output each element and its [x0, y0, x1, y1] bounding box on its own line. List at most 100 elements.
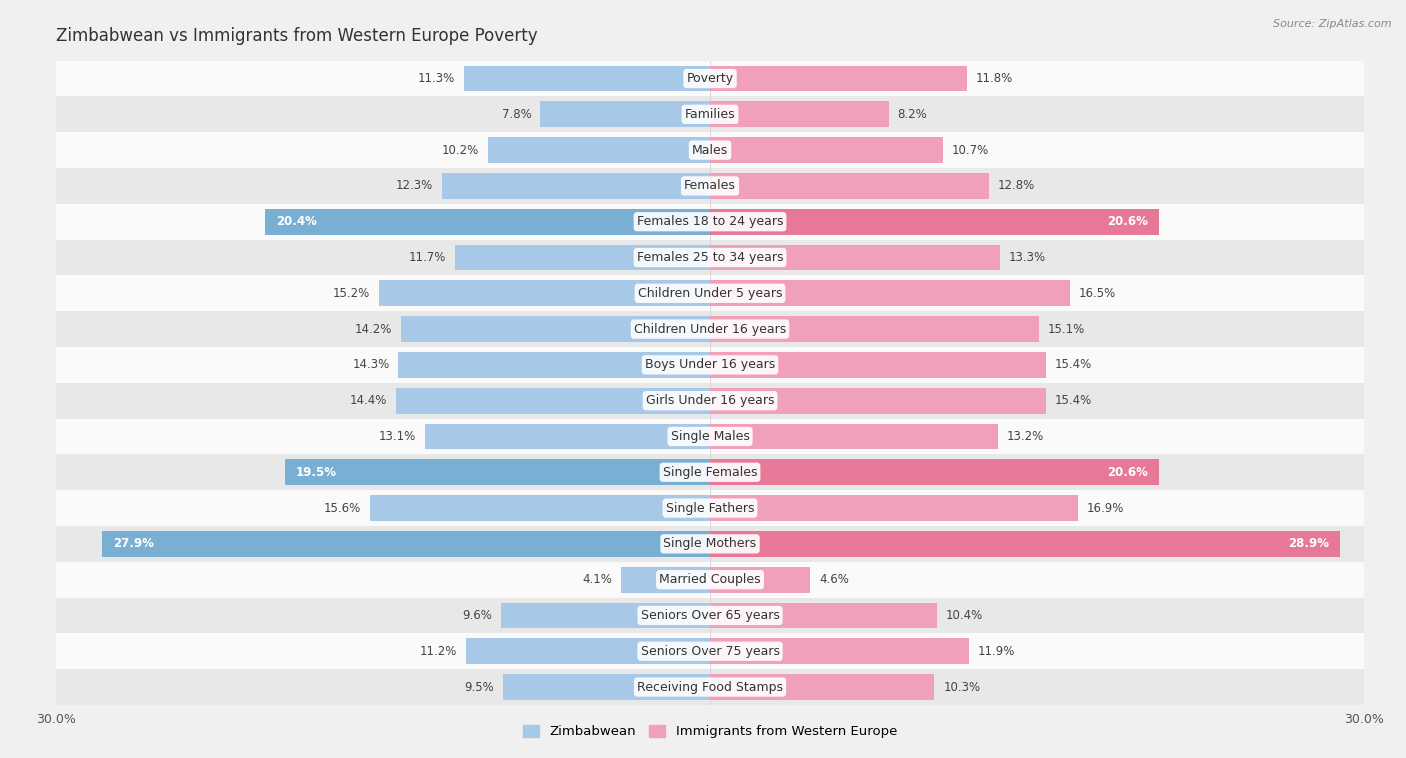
Text: 12.8%: 12.8% [998, 180, 1035, 193]
Text: 20.6%: 20.6% [1107, 215, 1149, 228]
Legend: Zimbabwean, Immigrants from Western Europe: Zimbabwean, Immigrants from Western Euro… [517, 719, 903, 744]
Bar [56, 669, 1364, 705]
Text: 15.4%: 15.4% [1054, 359, 1091, 371]
Bar [503, 674, 710, 700]
Bar [501, 603, 710, 628]
Bar [56, 204, 1364, 240]
Bar [488, 137, 710, 163]
Text: 15.2%: 15.2% [333, 287, 370, 300]
Text: Receiving Food Stamps: Receiving Food Stamps [637, 681, 783, 694]
Bar [56, 454, 1364, 490]
Text: Seniors Over 65 years: Seniors Over 65 years [641, 609, 779, 622]
Text: 13.3%: 13.3% [1008, 251, 1046, 264]
Text: 11.3%: 11.3% [418, 72, 456, 85]
Text: 11.9%: 11.9% [979, 645, 1015, 658]
Text: 15.4%: 15.4% [1054, 394, 1091, 407]
Bar [56, 275, 1364, 312]
Text: Boys Under 16 years: Boys Under 16 years [645, 359, 775, 371]
Bar [441, 173, 710, 199]
Bar [710, 137, 943, 163]
Text: Families: Families [685, 108, 735, 121]
Bar [56, 526, 1364, 562]
Bar [56, 96, 1364, 132]
Bar [710, 208, 1159, 235]
Bar [710, 352, 1046, 377]
Bar [710, 388, 1046, 414]
Text: Single Females: Single Females [662, 465, 758, 479]
Text: 20.6%: 20.6% [1107, 465, 1149, 479]
Text: 19.5%: 19.5% [295, 465, 337, 479]
Text: 11.8%: 11.8% [976, 72, 1014, 85]
Bar [710, 674, 935, 700]
Text: 15.6%: 15.6% [325, 502, 361, 515]
Text: 28.9%: 28.9% [1288, 537, 1329, 550]
Bar [710, 424, 998, 449]
Text: Females: Females [685, 180, 735, 193]
Text: 13.1%: 13.1% [378, 430, 416, 443]
Bar [710, 638, 969, 664]
Bar [710, 245, 1000, 271]
Bar [710, 316, 1039, 342]
Text: 12.3%: 12.3% [396, 180, 433, 193]
Text: 14.4%: 14.4% [350, 394, 388, 407]
Text: 11.7%: 11.7% [409, 251, 446, 264]
Bar [56, 168, 1364, 204]
Text: Children Under 16 years: Children Under 16 years [634, 323, 786, 336]
Text: Single Males: Single Males [671, 430, 749, 443]
Bar [56, 61, 1364, 96]
Text: 9.6%: 9.6% [463, 609, 492, 622]
Bar [56, 562, 1364, 597]
Bar [103, 531, 710, 556]
Text: 11.2%: 11.2% [420, 645, 457, 658]
Text: Zimbabwean vs Immigrants from Western Europe Poverty: Zimbabwean vs Immigrants from Western Eu… [56, 27, 538, 45]
Bar [56, 132, 1364, 168]
Bar [398, 352, 710, 377]
Text: Females 25 to 34 years: Females 25 to 34 years [637, 251, 783, 264]
Bar [710, 66, 967, 92]
Bar [56, 490, 1364, 526]
Text: 15.1%: 15.1% [1047, 323, 1085, 336]
Text: 14.3%: 14.3% [353, 359, 389, 371]
Bar [401, 316, 710, 342]
Text: 16.5%: 16.5% [1078, 287, 1115, 300]
Text: 13.2%: 13.2% [1007, 430, 1043, 443]
Bar [710, 102, 889, 127]
Text: 27.9%: 27.9% [112, 537, 153, 550]
Bar [370, 495, 710, 521]
Text: 14.2%: 14.2% [354, 323, 392, 336]
Text: Seniors Over 75 years: Seniors Over 75 years [641, 645, 779, 658]
Bar [456, 245, 710, 271]
Bar [620, 567, 710, 593]
Bar [425, 424, 710, 449]
Bar [266, 208, 710, 235]
Bar [710, 531, 1340, 556]
Bar [710, 603, 936, 628]
Bar [56, 383, 1364, 418]
Bar [56, 418, 1364, 454]
Bar [710, 567, 810, 593]
Text: 4.1%: 4.1% [582, 573, 612, 586]
Text: Girls Under 16 years: Girls Under 16 years [645, 394, 775, 407]
Text: 9.5%: 9.5% [464, 681, 495, 694]
Bar [56, 634, 1364, 669]
Bar [56, 597, 1364, 634]
Bar [285, 459, 710, 485]
Bar [540, 102, 710, 127]
Text: Poverty: Poverty [686, 72, 734, 85]
Bar [710, 173, 988, 199]
Text: 8.2%: 8.2% [897, 108, 927, 121]
Bar [710, 280, 1070, 306]
Text: 10.7%: 10.7% [952, 143, 990, 157]
Bar [464, 66, 710, 92]
Text: Single Mothers: Single Mothers [664, 537, 756, 550]
Text: 7.8%: 7.8% [502, 108, 531, 121]
Bar [710, 459, 1159, 485]
Bar [56, 240, 1364, 275]
Bar [710, 495, 1078, 521]
Text: 10.4%: 10.4% [945, 609, 983, 622]
Text: Children Under 5 years: Children Under 5 years [638, 287, 782, 300]
Text: 4.6%: 4.6% [818, 573, 849, 586]
Text: 16.9%: 16.9% [1087, 502, 1125, 515]
Text: 20.4%: 20.4% [277, 215, 318, 228]
Bar [396, 388, 710, 414]
